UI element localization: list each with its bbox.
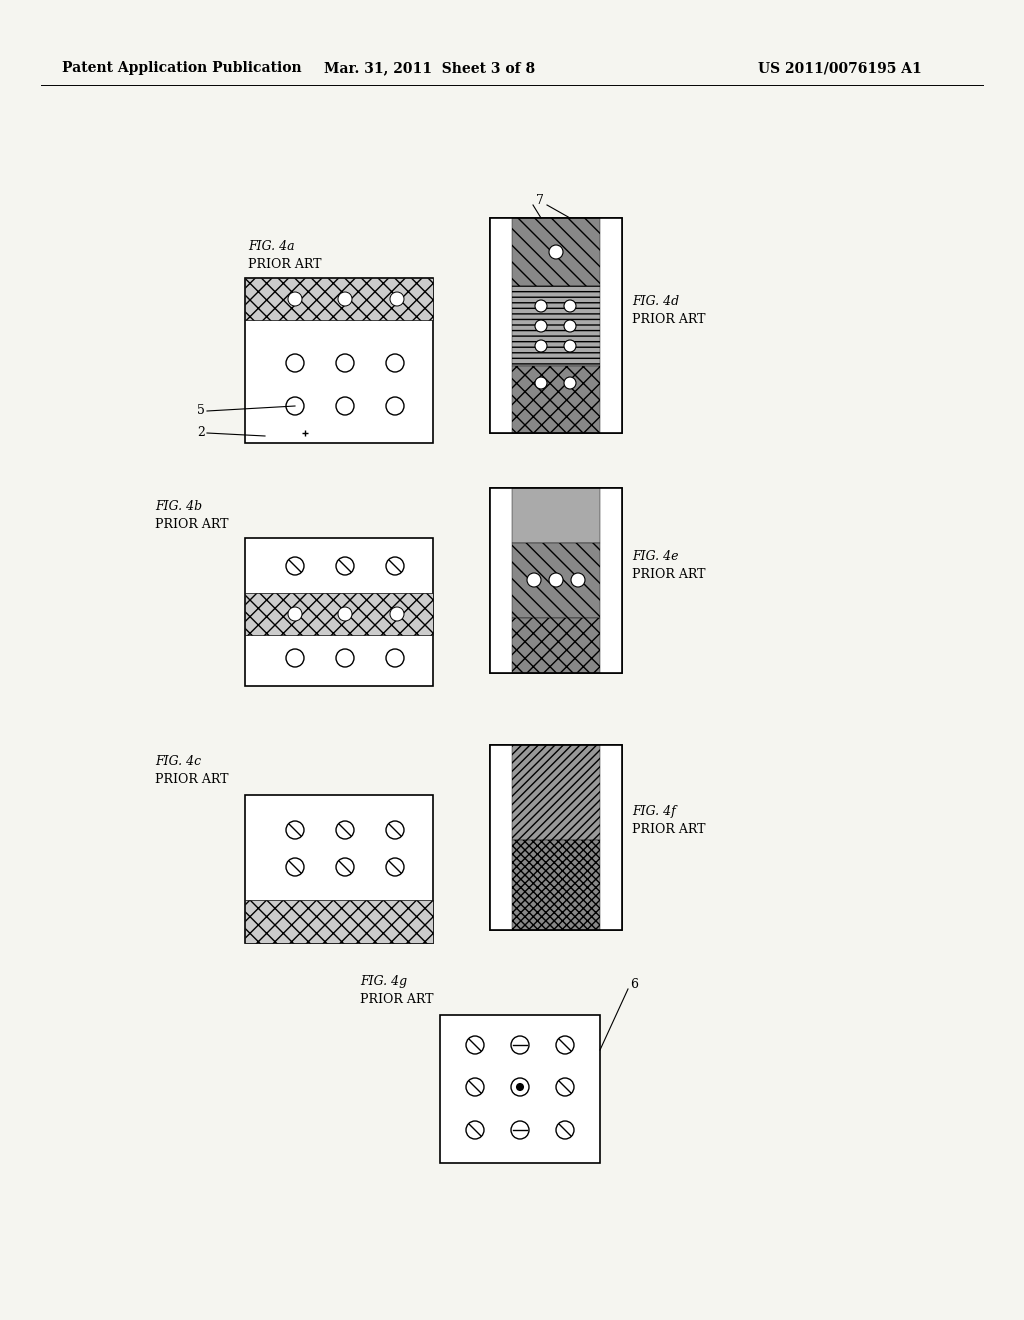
Text: Mar. 31, 2011  Sheet 3 of 8: Mar. 31, 2011 Sheet 3 of 8 <box>325 61 536 75</box>
Bar <box>490 744 622 931</box>
Circle shape <box>466 1121 484 1139</box>
Bar <box>245 539 433 686</box>
Circle shape <box>336 858 354 876</box>
Text: FIG. 4f: FIG. 4f <box>632 805 676 818</box>
Circle shape <box>386 354 404 372</box>
Circle shape <box>564 300 575 312</box>
Circle shape <box>549 573 563 587</box>
Circle shape <box>338 292 352 306</box>
Circle shape <box>286 649 304 667</box>
Circle shape <box>535 378 547 389</box>
Bar <box>245 795 433 942</box>
Circle shape <box>527 573 541 587</box>
Circle shape <box>386 557 404 576</box>
Bar <box>490 744 622 931</box>
Circle shape <box>286 821 304 840</box>
Bar <box>245 279 433 319</box>
Bar <box>512 543 600 618</box>
Circle shape <box>564 378 575 389</box>
Circle shape <box>386 821 404 840</box>
Circle shape <box>556 1036 574 1053</box>
Bar <box>512 366 600 433</box>
Bar <box>512 286 600 366</box>
Circle shape <box>564 319 575 333</box>
Bar <box>490 488 512 673</box>
Circle shape <box>386 858 404 876</box>
Text: FIG. 4g: FIG. 4g <box>360 975 408 987</box>
Circle shape <box>386 397 404 414</box>
Circle shape <box>516 1082 524 1092</box>
Bar <box>490 488 622 673</box>
Text: PRIOR ART: PRIOR ART <box>632 568 706 581</box>
Bar <box>490 218 622 433</box>
Text: FIG. 4c: FIG. 4c <box>155 755 201 768</box>
Text: PRIOR ART: PRIOR ART <box>155 517 228 531</box>
Bar <box>490 218 512 433</box>
Circle shape <box>286 354 304 372</box>
Bar <box>512 618 600 673</box>
Circle shape <box>535 319 547 333</box>
Bar <box>600 744 622 931</box>
Bar <box>490 218 622 433</box>
Text: 5: 5 <box>198 404 205 417</box>
Text: PRIOR ART: PRIOR ART <box>632 822 706 836</box>
Text: Patent Application Publication: Patent Application Publication <box>62 61 302 75</box>
Circle shape <box>286 557 304 576</box>
Bar <box>490 488 622 673</box>
Circle shape <box>390 607 404 620</box>
Text: PRIOR ART: PRIOR ART <box>248 257 322 271</box>
Circle shape <box>288 292 302 306</box>
Circle shape <box>549 246 563 259</box>
Circle shape <box>288 607 302 620</box>
Circle shape <box>564 341 575 352</box>
Text: 6: 6 <box>630 978 638 991</box>
Circle shape <box>511 1036 529 1053</box>
Circle shape <box>286 397 304 414</box>
Circle shape <box>571 573 585 587</box>
Circle shape <box>336 821 354 840</box>
Circle shape <box>466 1036 484 1053</box>
Circle shape <box>466 1078 484 1096</box>
Text: US 2011/0076195 A1: US 2011/0076195 A1 <box>758 61 922 75</box>
Text: FIG. 4b: FIG. 4b <box>155 500 202 513</box>
Circle shape <box>286 858 304 876</box>
Circle shape <box>535 341 547 352</box>
Circle shape <box>336 557 354 576</box>
Circle shape <box>336 649 354 667</box>
Bar <box>512 744 600 840</box>
Text: FIG. 4a: FIG. 4a <box>248 240 295 253</box>
Bar <box>440 1015 600 1163</box>
Circle shape <box>556 1078 574 1096</box>
Text: PRIOR ART: PRIOR ART <box>632 313 706 326</box>
Text: FIG. 4e: FIG. 4e <box>632 550 679 564</box>
Circle shape <box>511 1078 529 1096</box>
Bar <box>245 279 433 444</box>
Circle shape <box>556 1121 574 1139</box>
Circle shape <box>535 300 547 312</box>
Text: PRIOR ART: PRIOR ART <box>360 993 433 1006</box>
Text: PRIOR ART: PRIOR ART <box>155 774 228 785</box>
Circle shape <box>338 607 352 620</box>
Bar <box>600 218 622 433</box>
Bar <box>245 900 433 942</box>
Circle shape <box>511 1121 529 1139</box>
Bar <box>490 744 512 931</box>
Text: 2: 2 <box>198 426 205 440</box>
Text: 7: 7 <box>536 194 544 206</box>
Circle shape <box>386 649 404 667</box>
Bar <box>512 218 600 286</box>
Bar <box>512 488 600 543</box>
Bar <box>245 593 433 635</box>
Bar <box>600 488 622 673</box>
Circle shape <box>336 397 354 414</box>
Circle shape <box>336 354 354 372</box>
Circle shape <box>390 292 404 306</box>
Text: FIG. 4d: FIG. 4d <box>632 294 679 308</box>
Bar <box>512 840 600 931</box>
